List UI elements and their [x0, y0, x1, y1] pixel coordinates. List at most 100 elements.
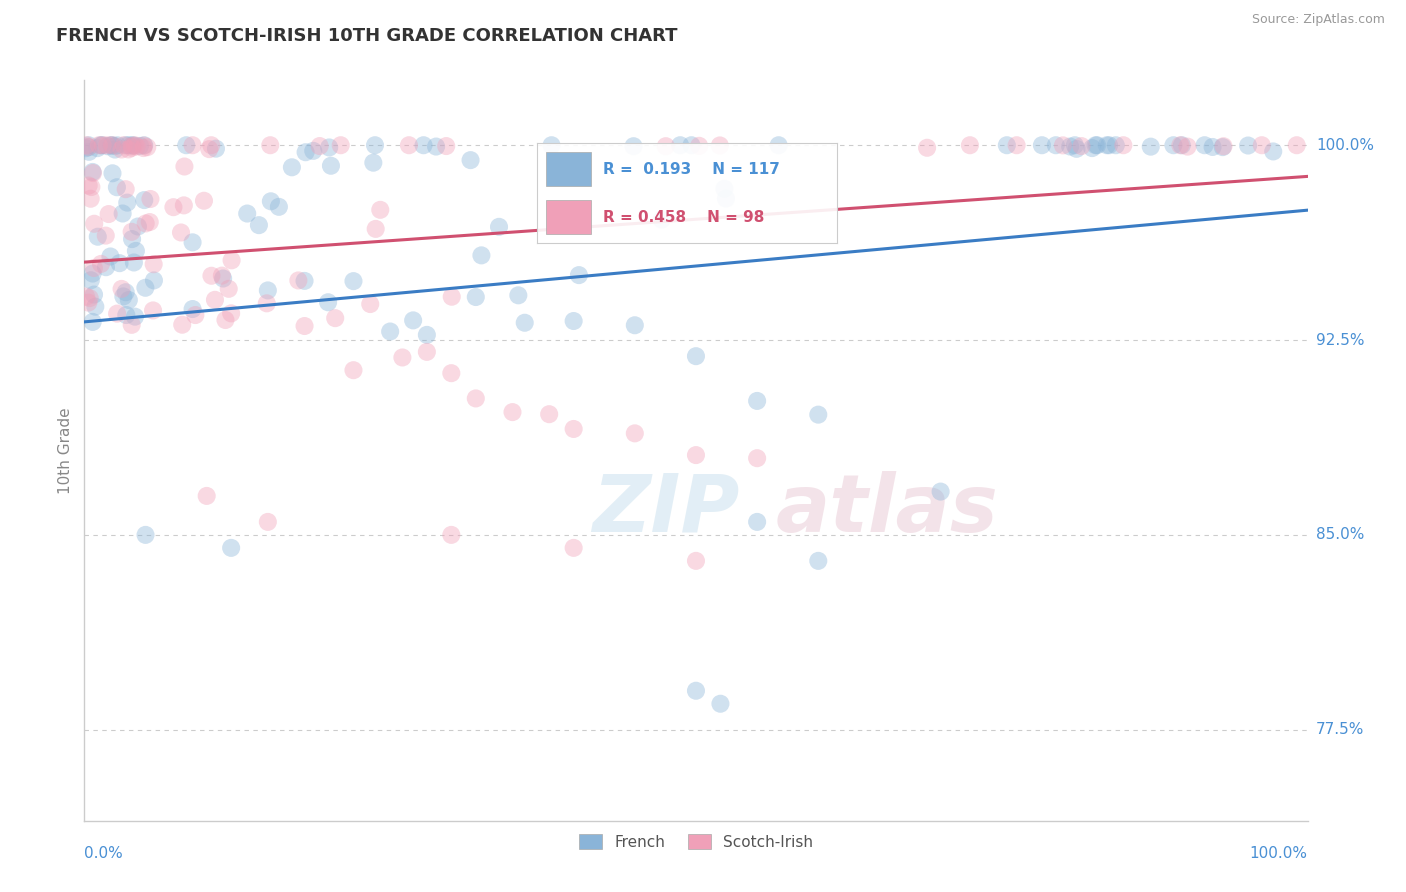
- Point: [80, 273, 103, 287]
- Point: [77, 140, 100, 154]
- Point: [1139, 139, 1161, 153]
- Point: [287, 273, 309, 287]
- Point: [94, 260, 117, 275]
- Point: [747, 393, 769, 408]
- Point: [1177, 139, 1199, 153]
- Point: [768, 138, 790, 153]
- Point: [714, 192, 737, 206]
- Point: [135, 217, 157, 231]
- Point: [170, 226, 193, 240]
- Point: [77, 295, 100, 310]
- Text: ZIP: ZIP: [592, 471, 740, 549]
- Point: [121, 141, 143, 155]
- Point: [562, 541, 585, 555]
- Point: [121, 232, 143, 246]
- Point: [1070, 139, 1092, 153]
- Point: [363, 155, 385, 169]
- Point: [624, 318, 647, 333]
- Point: [79, 291, 101, 305]
- Point: [121, 139, 143, 153]
- Point: [127, 219, 149, 234]
- Point: [134, 281, 156, 295]
- Point: [75, 141, 97, 155]
- Point: [1112, 138, 1135, 153]
- Point: [83, 217, 105, 231]
- Point: [77, 140, 100, 154]
- Point: [915, 141, 938, 155]
- Point: [80, 180, 103, 194]
- Point: [100, 138, 122, 153]
- Point: [212, 271, 235, 285]
- Point: [294, 274, 316, 288]
- Point: [219, 306, 242, 320]
- Point: [115, 308, 138, 322]
- Point: [184, 308, 207, 322]
- Point: [412, 138, 434, 153]
- Point: [440, 290, 463, 304]
- Point: [364, 222, 387, 236]
- Point: [1105, 138, 1128, 153]
- Point: [302, 144, 325, 158]
- Point: [1168, 138, 1191, 153]
- Point: [105, 307, 128, 321]
- Point: [319, 159, 342, 173]
- Point: [488, 219, 510, 234]
- Point: [747, 451, 769, 466]
- Point: [86, 141, 108, 155]
- Point: [105, 180, 128, 194]
- Point: [359, 297, 381, 311]
- Point: [434, 139, 457, 153]
- Point: [294, 318, 316, 333]
- Point: [124, 310, 146, 324]
- Point: [94, 228, 117, 243]
- Point: [77, 138, 100, 153]
- Point: [111, 206, 134, 220]
- Point: [807, 554, 830, 568]
- Point: [181, 138, 204, 153]
- Point: [105, 138, 128, 153]
- Point: [136, 140, 159, 154]
- Point: [1201, 140, 1223, 154]
- Point: [121, 225, 143, 239]
- Point: [342, 274, 364, 288]
- Point: [124, 138, 146, 153]
- Point: [713, 182, 735, 196]
- Text: FRENCH VS SCOTCH-IRISH 10TH GRADE CORRELATION CHART: FRENCH VS SCOTCH-IRISH 10TH GRADE CORREL…: [56, 27, 678, 45]
- Point: [1263, 145, 1285, 159]
- Point: [211, 268, 233, 283]
- Point: [538, 407, 561, 421]
- Point: [995, 138, 1018, 153]
- Text: atlas: atlas: [776, 471, 998, 549]
- Point: [82, 315, 104, 329]
- Point: [959, 138, 981, 153]
- Point: [218, 282, 240, 296]
- Point: [132, 141, 155, 155]
- Point: [1098, 138, 1121, 153]
- Point: [121, 318, 143, 332]
- Point: [219, 541, 242, 555]
- Point: [1063, 138, 1085, 153]
- Point: [464, 290, 486, 304]
- Point: [214, 313, 236, 327]
- Text: 92.5%: 92.5%: [1316, 333, 1364, 348]
- Point: [655, 139, 678, 153]
- Point: [82, 165, 104, 179]
- Point: [669, 138, 692, 153]
- Point: [117, 143, 139, 157]
- Text: 0.0%: 0.0%: [84, 846, 124, 861]
- Point: [391, 351, 413, 365]
- Text: Source: ZipAtlas.com: Source: ZipAtlas.com: [1251, 13, 1385, 27]
- Point: [1194, 138, 1216, 153]
- Point: [1095, 138, 1118, 153]
- Point: [685, 683, 707, 698]
- Point: [681, 138, 703, 153]
- Point: [87, 229, 110, 244]
- Point: [513, 316, 536, 330]
- Point: [139, 192, 162, 206]
- Text: 85.0%: 85.0%: [1316, 527, 1364, 542]
- Point: [540, 138, 562, 153]
- Point: [142, 303, 165, 318]
- Text: 77.5%: 77.5%: [1316, 723, 1364, 737]
- Point: [104, 139, 127, 153]
- Point: [1163, 138, 1185, 153]
